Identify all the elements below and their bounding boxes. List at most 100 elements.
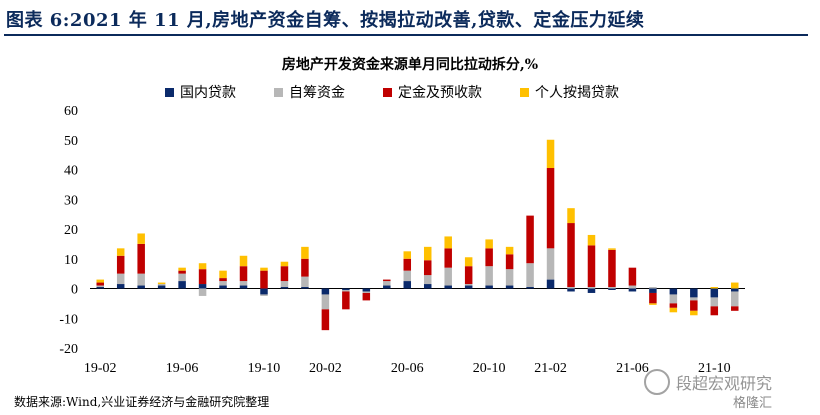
bar-segment (423, 275, 432, 285)
bar-segment (526, 263, 534, 288)
watermark-secondary: 格隆汇 (733, 396, 773, 411)
bar-segment (178, 270, 186, 274)
bar-segment (628, 288, 637, 292)
bar-segment (301, 246, 309, 259)
y-tick-label: 40 (64, 164, 78, 179)
bar-segment (260, 270, 268, 289)
bar-segment (710, 297, 719, 307)
bar-segment (444, 236, 452, 249)
wechat-icon (644, 369, 670, 395)
bar-segment (731, 288, 739, 292)
bar-segment (485, 248, 493, 267)
bar-segment (505, 285, 514, 289)
bar-segment (546, 279, 555, 289)
bar-segment (157, 284, 166, 286)
bar-segment (280, 266, 289, 282)
bar-segment (464, 266, 473, 285)
bar-segment (280, 261, 289, 267)
bar-segment (444, 248, 452, 268)
bar-segment (587, 234, 596, 246)
bar-segment (567, 223, 575, 288)
bar-segment (116, 284, 125, 289)
bar-segment (342, 291, 350, 310)
chart-legend: 国内贷款 自筹资金 定金及预收款 个人按揭贷款 (165, 82, 619, 102)
bar-segment (464, 285, 473, 289)
bar-segment (710, 287, 719, 289)
bar-segment (485, 239, 493, 249)
bar-segment (669, 303, 678, 308)
bar-segment (423, 260, 432, 276)
bar-segment (505, 246, 514, 255)
bar-segment (444, 267, 452, 286)
bar-segment (239, 285, 248, 289)
bar-segment (608, 287, 616, 289)
bar-segment (362, 288, 371, 292)
bar-segment (505, 254, 514, 270)
y-tick-label: 30 (64, 193, 78, 208)
bar-segment (301, 276, 309, 288)
bar-segment (710, 288, 719, 298)
bar-segment (464, 257, 473, 267)
legend-swatch-deposits (383, 87, 392, 97)
bar-segment (649, 288, 657, 293)
bar-segment (321, 288, 330, 295)
bar-segment (96, 282, 104, 286)
bar-segment (178, 273, 186, 282)
bar-segment (260, 267, 268, 271)
y-tick-label: 20 (64, 223, 78, 238)
bar-segment (198, 284, 207, 289)
legend-item-self-raised: 自筹资金 (274, 82, 345, 102)
bar-segment (383, 285, 391, 289)
bar-segment (546, 168, 555, 249)
bar-segment (260, 288, 268, 295)
bar-segment (137, 273, 145, 286)
bar-segment (403, 270, 412, 282)
bar-segment (690, 300, 698, 311)
bar-segment (731, 282, 739, 289)
y-tick-label: 60 (64, 104, 78, 119)
bar-segment (669, 294, 678, 304)
bar-segment (239, 281, 248, 286)
bar-segment (219, 281, 227, 286)
legend-swatch-self-raised (274, 87, 283, 97)
bar-segment (587, 245, 596, 288)
bar-segment (608, 288, 616, 290)
bar-segment (567, 288, 575, 292)
bar-segment (280, 287, 289, 289)
x-tick-label: 21-02 (534, 361, 567, 376)
bar-segment (669, 307, 678, 313)
bar-segment (301, 287, 309, 289)
bar-segment (690, 297, 698, 301)
y-tick-label: 0 (71, 283, 78, 298)
bar-segment (96, 287, 104, 289)
x-tick-label: 21-10 (698, 361, 731, 376)
bar-segment (137, 233, 145, 244)
bar-segment (628, 267, 637, 286)
y-tick-label: 50 (64, 134, 78, 149)
bar-segment (403, 281, 412, 289)
bar-segment (219, 285, 227, 289)
bar-segment (567, 287, 575, 289)
bar-segment (96, 279, 104, 283)
bar-segment (546, 248, 555, 280)
y-tick-label: -20 (59, 342, 78, 357)
bar-segment (608, 248, 616, 250)
bar-segment (526, 287, 534, 289)
watermark: 段超宏观研究 (644, 369, 772, 395)
bar-segment (137, 243, 145, 274)
legend-swatch-domestic-loans (165, 87, 174, 97)
x-tick-label: 19-02 (84, 361, 117, 376)
y-tick-label: 10 (64, 253, 78, 268)
bar-segment (444, 285, 452, 289)
x-tick-label: 19-10 (248, 361, 281, 376)
legend-label-self-raised: 自筹资金 (289, 85, 345, 101)
x-tick-label: 20-02 (309, 361, 342, 376)
bar-segment (690, 310, 698, 316)
title-rule (4, 34, 808, 36)
bar-segment (116, 248, 125, 256)
legend-item-domestic-loans: 国内贷款 (165, 82, 236, 102)
legend-label-domestic-loans: 国内贷款 (180, 85, 236, 101)
bar-segment (731, 291, 739, 307)
bar-segment (423, 284, 432, 289)
bar-segment (526, 215, 534, 264)
